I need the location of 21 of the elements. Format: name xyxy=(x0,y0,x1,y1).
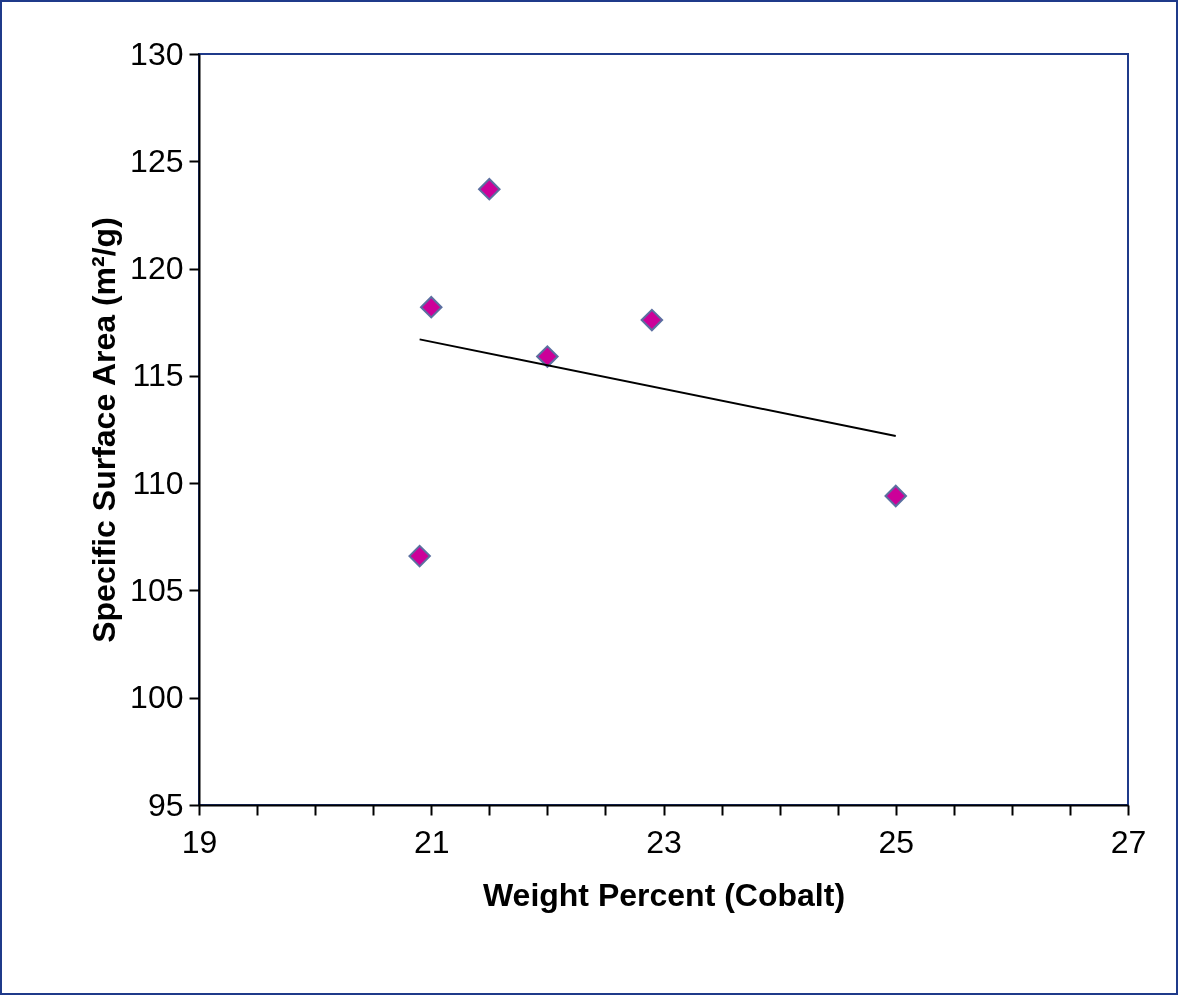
y-tick-label: 130 xyxy=(130,35,184,72)
point xyxy=(420,295,443,319)
x-tick-label: 21 xyxy=(413,823,450,860)
x-tick-label: 27 xyxy=(1110,823,1147,860)
y-tick-label: 110 xyxy=(132,464,184,501)
x-tick-label: 19 xyxy=(181,823,218,860)
y-tick-label: 105 xyxy=(130,571,184,608)
y-axis-title: Specific Surface Area (m²/g) xyxy=(86,217,123,643)
x-tick-label: 23 xyxy=(646,823,682,860)
y-tick-label: 100 xyxy=(130,679,184,716)
point xyxy=(640,308,664,332)
y-tick-label: 120 xyxy=(130,250,184,287)
x-axis-title: Weight Percent (Cobalt) xyxy=(482,876,846,913)
point xyxy=(408,544,431,568)
point xyxy=(536,345,559,368)
x-tick-label: 25 xyxy=(878,823,915,860)
y-tick-label: 125 xyxy=(130,142,184,179)
y-tick-label: 95 xyxy=(147,786,184,823)
point xyxy=(884,484,907,508)
point xyxy=(478,177,501,201)
y-tick-label: 115 xyxy=(132,357,184,394)
